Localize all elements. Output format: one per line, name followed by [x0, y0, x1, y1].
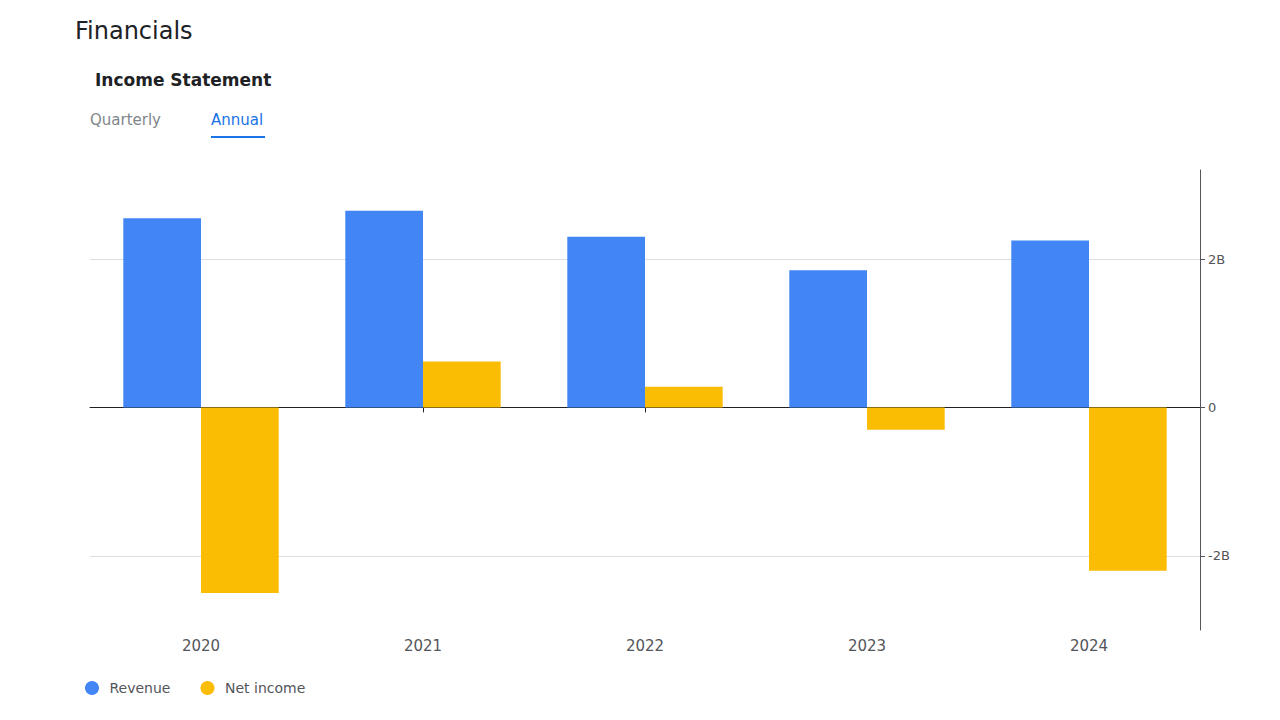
svg-text:2B: 2B: [1208, 252, 1225, 267]
svg-text:2023: 2023: [848, 637, 886, 655]
svg-text:2020: 2020: [182, 637, 220, 655]
svg-text:Income Statement: Income Statement: [95, 70, 271, 90]
svg-text:2021: 2021: [404, 637, 442, 655]
svg-text:2024: 2024: [1070, 637, 1108, 655]
svg-text:Annual: Annual: [211, 111, 263, 129]
svg-text:Revenue: Revenue: [110, 680, 171, 696]
svg-text:Financials: Financials: [75, 17, 193, 45]
svg-text:0: 0: [1208, 400, 1216, 415]
svg-text:2022: 2022: [626, 637, 664, 655]
svg-text:Net income: Net income: [225, 680, 305, 696]
svg-text:-2B: -2B: [1208, 548, 1230, 563]
svg-text:Quarterly: Quarterly: [90, 111, 161, 129]
